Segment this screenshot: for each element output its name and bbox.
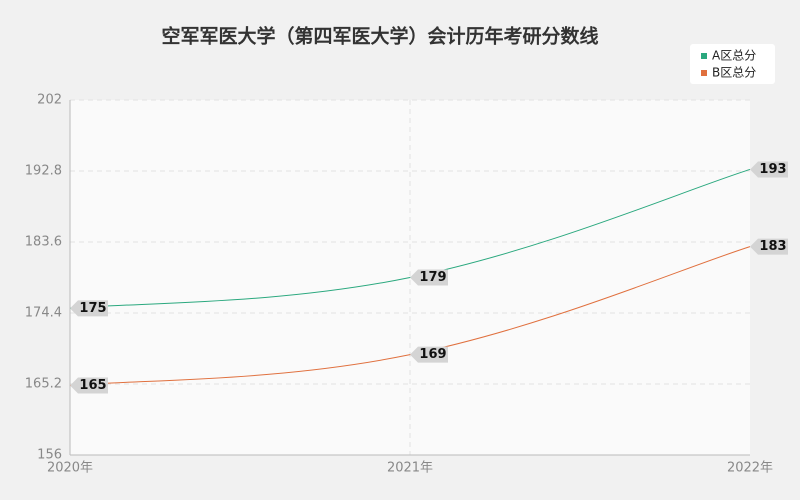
value-label-bg: [750, 161, 788, 178]
value-label-bg: [70, 300, 108, 317]
series-line: [69, 246, 751, 387]
value-label: 169: [419, 347, 446, 362]
value-label-bg: [410, 346, 448, 363]
chart-title: 空军军医大学（第四军医大学）会计历年考研分数线: [161, 25, 598, 48]
x-tick-label: 2021年: [387, 461, 433, 476]
legend-box: [690, 44, 775, 84]
value-label: 193: [759, 162, 786, 177]
y-tick-label: 174.4: [25, 306, 62, 321]
y-tick-label: 165.2: [25, 377, 62, 392]
y-tick-label: 192.8: [25, 164, 62, 179]
y-tick-label: 202: [37, 93, 62, 108]
y-tick-label: 183.6: [25, 235, 62, 250]
value-label-bg: [750, 238, 788, 255]
value-label: 175: [79, 301, 106, 316]
legend-swatch: [701, 70, 707, 76]
y-tick-label: 156: [37, 448, 62, 463]
legend-swatch: [701, 53, 707, 59]
x-tick-label: 2022年: [727, 461, 773, 476]
value-label: 183: [759, 239, 786, 254]
value-label-bg: [410, 269, 448, 286]
value-label: 179: [419, 270, 446, 285]
value-label-bg: [70, 377, 108, 394]
legend-label: A区总分: [712, 49, 756, 63]
x-tick-label: 2020年: [47, 461, 93, 476]
legend-label: B区总分: [712, 66, 756, 80]
value-label: 165: [79, 378, 106, 393]
